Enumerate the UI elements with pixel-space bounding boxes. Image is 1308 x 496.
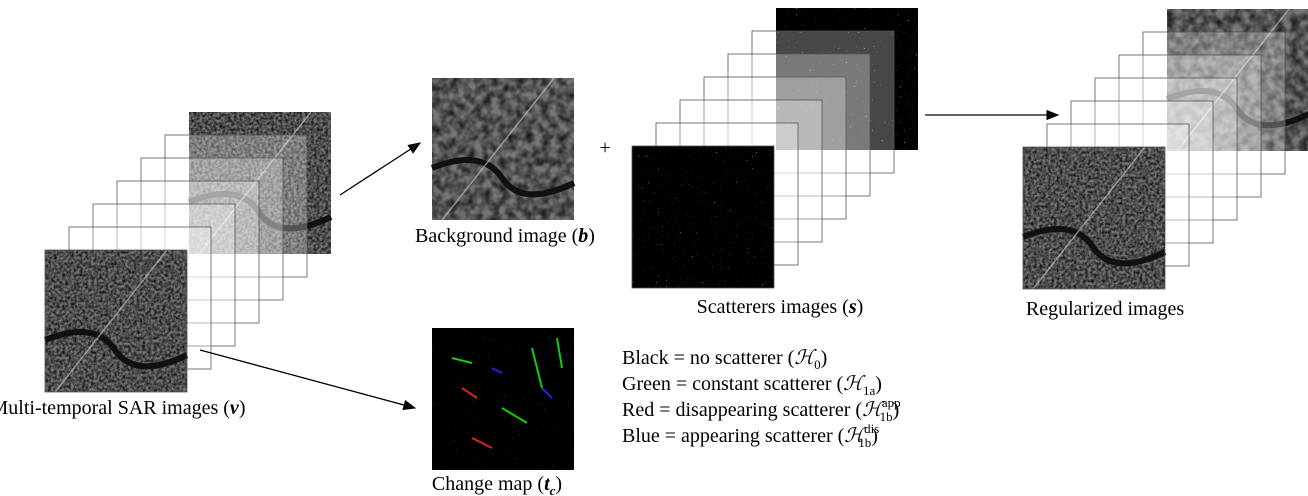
legend-text: ) xyxy=(875,373,882,395)
speckle xyxy=(432,328,574,470)
subscript: 1a xyxy=(863,383,876,398)
legend-text: Green = constant scatterer ( xyxy=(622,373,844,395)
image xyxy=(632,146,774,288)
symbol: b xyxy=(578,225,588,247)
caption-text: ) xyxy=(588,225,595,247)
legend-entry: Black = no scatterer (ℋ0) xyxy=(622,347,827,372)
caption-text: Background image ( xyxy=(415,225,579,247)
symbol: s xyxy=(848,296,857,318)
legend-text: ) xyxy=(893,399,900,421)
legend-text: ) xyxy=(821,347,828,369)
caption-text: ) xyxy=(857,296,864,318)
texture xyxy=(432,78,574,220)
image xyxy=(1023,147,1165,289)
subscript: 1b xyxy=(858,435,871,450)
image xyxy=(45,250,187,392)
caption: Multi-temporal SAR images (v) xyxy=(0,397,245,419)
caption: Background image (b) xyxy=(415,225,595,247)
subscript: 1b xyxy=(880,409,893,424)
texture xyxy=(45,250,187,392)
caption-text: Change map ( xyxy=(432,473,545,495)
texture xyxy=(1023,147,1165,289)
legend-entry: Green = constant scatterer (ℋ1a) xyxy=(622,373,882,398)
caption-text: ) xyxy=(555,473,562,495)
speckle xyxy=(632,146,774,288)
caption: Scatterers images (s) xyxy=(697,296,864,318)
image xyxy=(432,328,574,470)
legend: Black = no scatterer (ℋ0)Green = constan… xyxy=(622,347,901,450)
legend-text: ) xyxy=(871,425,878,447)
legend-text: Red = disappearing scatterer ( xyxy=(622,399,862,421)
figure: + Multi-temporal SAR images (v) Backgrou… xyxy=(0,0,1308,496)
caption: Regularized images xyxy=(1026,298,1184,320)
arrow xyxy=(340,143,420,195)
legend-text: Black = no scatterer ( xyxy=(622,347,795,369)
caption-text: Multi-temporal SAR images ( xyxy=(0,397,230,419)
caption-text: Scatterers images ( xyxy=(697,296,849,318)
caption-text: ) xyxy=(239,397,246,419)
image xyxy=(432,78,574,220)
legend-text: Blue = appearing scatterer ( xyxy=(622,425,845,447)
plus-sign: + xyxy=(599,137,610,159)
caption: Change map (tc) xyxy=(432,473,562,496)
